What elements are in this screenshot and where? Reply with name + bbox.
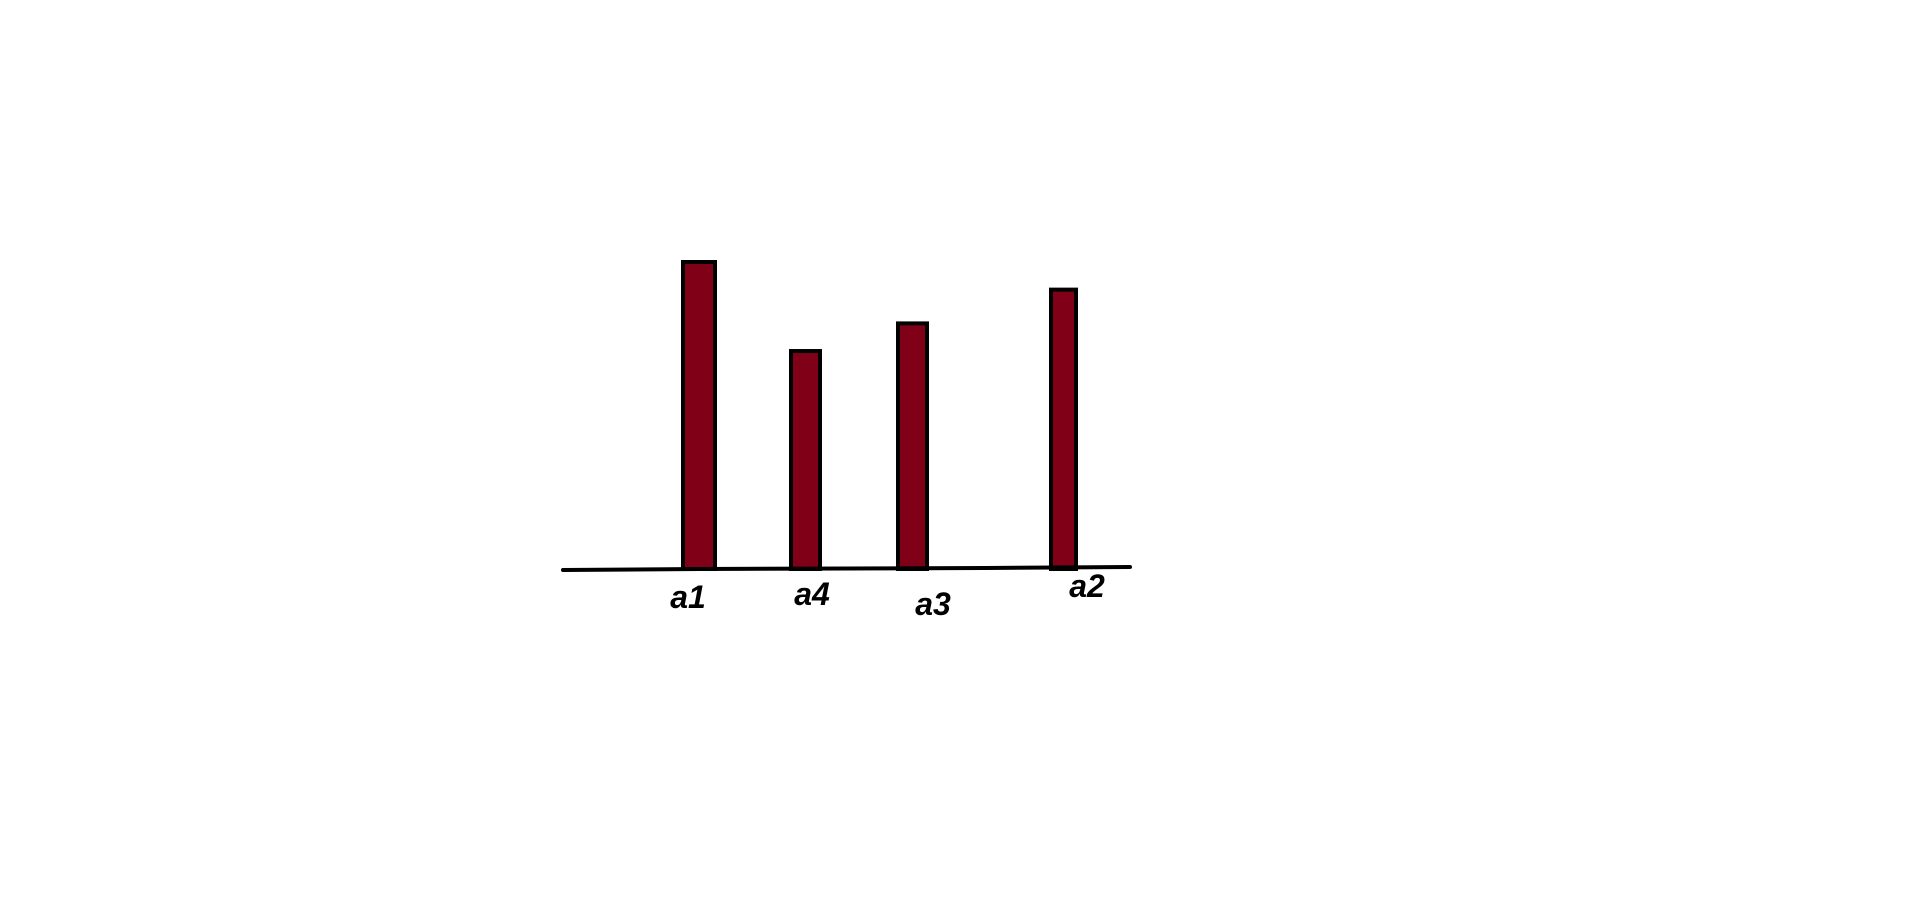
bars-layer — [681, 260, 1078, 571]
bar-a3 — [896, 321, 929, 571]
bar-a4 — [789, 349, 822, 571]
bar-a2 — [1049, 287, 1078, 571]
category-label-a3: a3 — [915, 586, 951, 622]
category-label-a2: a2 — [1069, 568, 1105, 604]
bar-a1 — [681, 260, 717, 571]
category-label-a1: a1 — [670, 579, 706, 615]
x-axis-line — [561, 565, 1132, 572]
category-label-a4: a4 — [794, 576, 830, 612]
category-labels: a1 a4 a3 a2 — [670, 568, 1105, 622]
